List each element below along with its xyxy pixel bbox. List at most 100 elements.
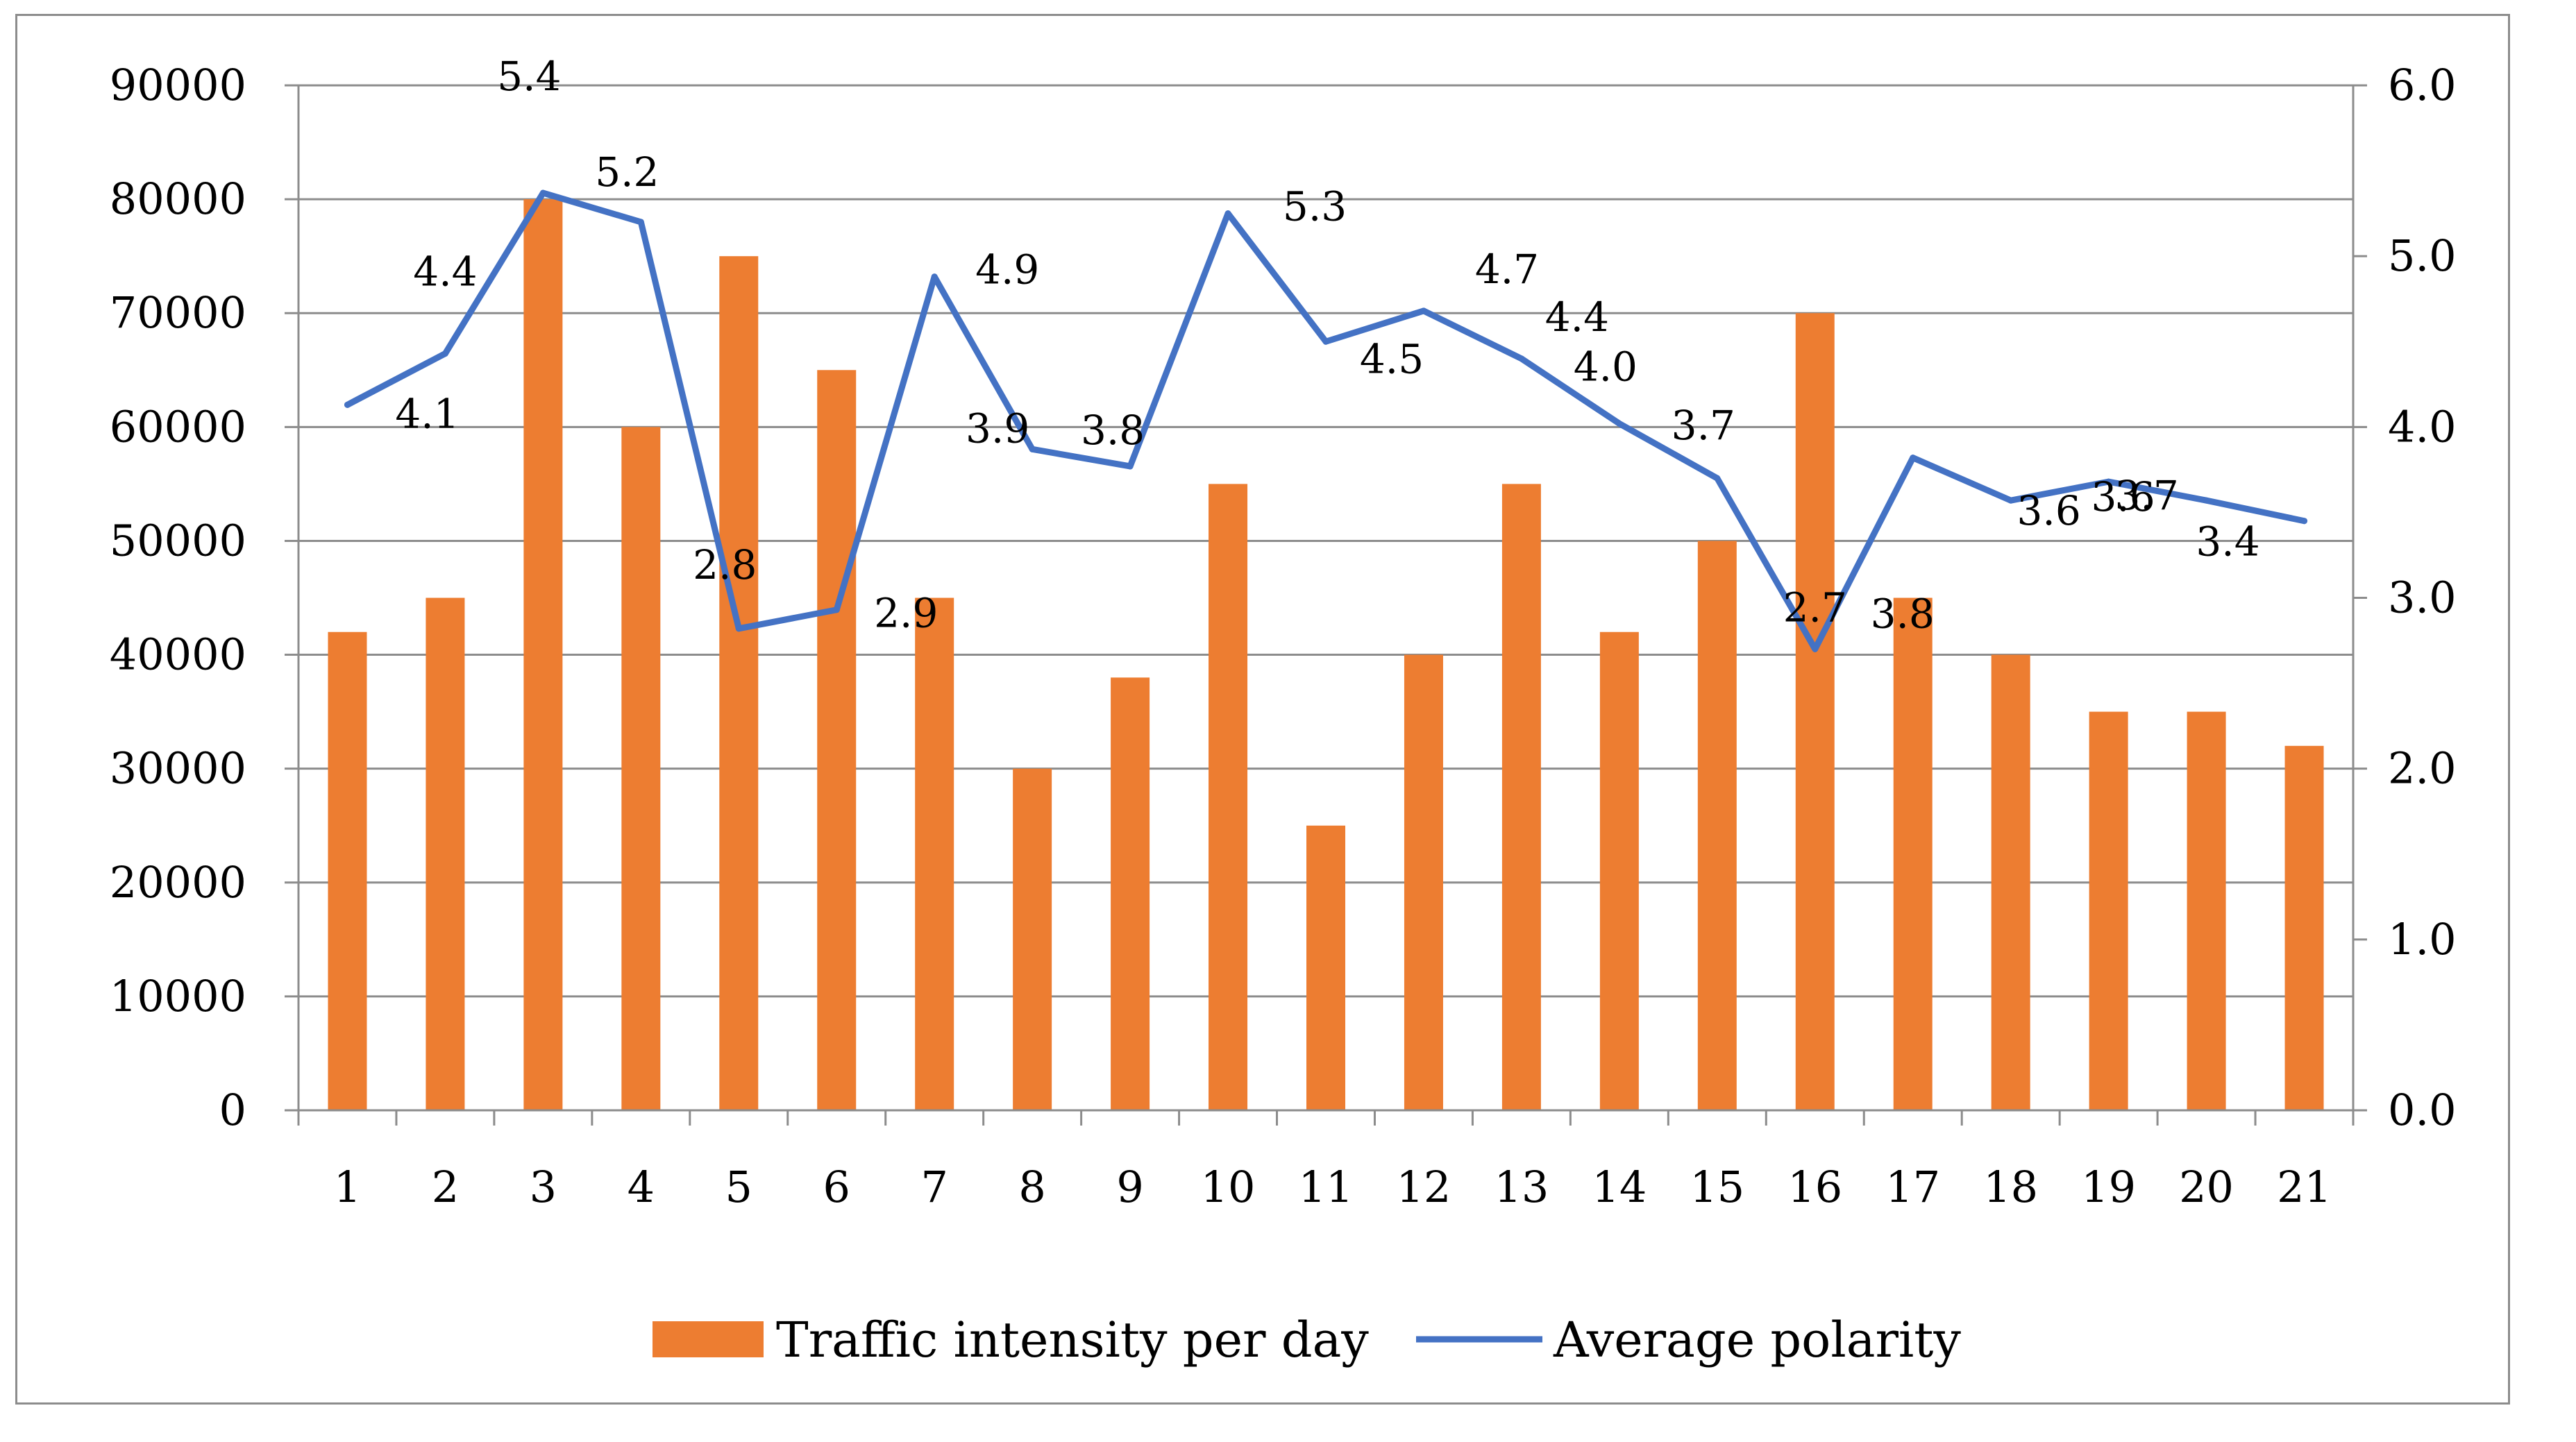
bar-16 xyxy=(1795,313,1835,1111)
bar-6 xyxy=(817,370,857,1110)
data-label-18: 3.6 xyxy=(2017,487,2081,534)
data-label-8: 3.9 xyxy=(966,405,1029,452)
y-right-tick-label: 2.0 xyxy=(2388,743,2457,794)
y-left-tick-label: 60000 xyxy=(110,401,246,452)
data-label-7: 4.9 xyxy=(975,246,1039,294)
x-tick-label: 14 xyxy=(1592,1162,1647,1212)
x-tick-label: 17 xyxy=(1885,1162,1940,1212)
data-label-2: 4.4 xyxy=(413,248,477,295)
bar-19 xyxy=(2089,711,2128,1110)
line-point-21 xyxy=(2301,518,2308,525)
data-label-17: 3.8 xyxy=(1871,591,1935,638)
bar-series-traffic xyxy=(328,199,2324,1111)
y-left-tick-label: 10000 xyxy=(110,971,246,1021)
line-point-11 xyxy=(1322,338,1329,345)
bar-13 xyxy=(1501,484,1541,1110)
legend-label-traffic: Traffic intensity per day xyxy=(776,1312,1369,1368)
bar-17 xyxy=(1893,597,1933,1110)
axes: 0 10000 20000 30000 40000 50000 60000 70000 8000… xyxy=(110,60,2457,1212)
bar-18 xyxy=(1991,654,2030,1110)
data-label-6: 2.9 xyxy=(874,590,938,637)
bar-21 xyxy=(2284,745,2324,1110)
bar-11 xyxy=(1306,825,1345,1110)
y-left-tick-label: 90000 xyxy=(110,60,246,110)
bar-14 xyxy=(1599,631,1639,1110)
line-point-14 xyxy=(1616,420,1623,427)
line-point-9 xyxy=(1127,463,1134,470)
line-point-16 xyxy=(1812,645,1819,652)
line-point-19 xyxy=(2105,478,2112,485)
bar-5 xyxy=(719,256,759,1111)
bar-3 xyxy=(523,199,563,1111)
y-right-tick-label: 5.0 xyxy=(2388,230,2457,281)
legend: Traffic intensity per day Average polari… xyxy=(653,1312,1961,1368)
data-label-10: 5.3 xyxy=(1283,183,1347,230)
x-tick-label: 12 xyxy=(1396,1162,1451,1212)
y-right-tick-label: 1.0 xyxy=(2388,914,2457,965)
data-label-16: 2.7 xyxy=(1783,584,1847,631)
data-label-14: 4.0 xyxy=(1574,343,1638,390)
data-label-1: 4.1 xyxy=(395,390,459,437)
line-point-2 xyxy=(441,350,448,357)
line-point-18 xyxy=(2007,497,2014,504)
data-label-13: 4.4 xyxy=(1545,294,1609,341)
data-label-4: 5.2 xyxy=(595,149,659,196)
legend-label-polarity: Average polarity xyxy=(1553,1312,1961,1368)
line-point-17 xyxy=(1910,455,1917,461)
bar-7 xyxy=(915,597,954,1110)
data-label-15: 3.7 xyxy=(1672,402,1735,449)
line-point-5 xyxy=(735,625,742,632)
line-point-10 xyxy=(1224,210,1231,217)
y-right-tick-label: 6.0 xyxy=(2388,60,2457,110)
bar-15 xyxy=(1697,541,1737,1110)
y-left-tick-label: 30000 xyxy=(110,743,246,794)
y-right-tick-label: 4.0 xyxy=(2388,401,2457,452)
y-left-tick-label: 0 xyxy=(219,1085,246,1135)
y-right-tick-label: 0.0 xyxy=(2388,1085,2457,1135)
legend-swatch-traffic xyxy=(653,1321,764,1357)
line-point-8 xyxy=(1029,446,1036,452)
x-tick-label: 10 xyxy=(1201,1162,1256,1212)
line-point-20 xyxy=(2203,497,2210,504)
line-point-6 xyxy=(833,607,840,613)
bar-20 xyxy=(2187,711,2226,1110)
line-point-4 xyxy=(637,219,644,226)
y-left-tick-label: 50000 xyxy=(110,515,246,566)
line-point-7 xyxy=(931,273,938,280)
x-tick-label: 11 xyxy=(1299,1162,1354,1212)
x-tick-label: 2 xyxy=(432,1162,459,1212)
data-label-9: 3.8 xyxy=(1081,407,1145,454)
x-tick-label: 8 xyxy=(1018,1162,1045,1212)
x-tick-label: 18 xyxy=(1983,1162,2038,1212)
bar-12 xyxy=(1404,654,1443,1110)
y-left-tick-label: 70000 xyxy=(110,287,246,338)
data-label-19: 3.7 xyxy=(2114,472,2178,519)
line-point-15 xyxy=(1714,475,1721,482)
x-tick-label: 1 xyxy=(334,1162,361,1212)
y-left-tick-label: 20000 xyxy=(110,857,246,908)
x-tick-label: 9 xyxy=(1116,1162,1143,1212)
x-tick-label: 19 xyxy=(2081,1162,2136,1212)
line-point-13 xyxy=(1518,355,1525,362)
y-right-tick-label: 3.0 xyxy=(2388,572,2457,623)
data-label-11: 4.5 xyxy=(1360,335,1424,382)
x-tick-label: 15 xyxy=(1690,1162,1744,1212)
x-tick-label: 21 xyxy=(2277,1162,2332,1212)
x-tick-label: 7 xyxy=(920,1162,948,1212)
line-point-12 xyxy=(1420,307,1427,314)
bar-2 xyxy=(426,597,465,1110)
bar-8 xyxy=(1013,768,1052,1110)
data-label-21: 3.4 xyxy=(2196,518,2259,566)
y-left-tick-label: 40000 xyxy=(110,629,246,680)
x-tick-label: 20 xyxy=(2179,1162,2234,1212)
line-series-polarity xyxy=(344,189,2308,652)
data-labels: 4.14.45.45.22.82.94.93.9 3.85.34.54.74.44… xyxy=(395,53,2259,638)
bar-4 xyxy=(621,427,661,1110)
data-label-12: 4.7 xyxy=(1475,246,1539,293)
x-tick-label: 5 xyxy=(725,1162,752,1212)
line-point-1 xyxy=(344,401,351,408)
line-point-3 xyxy=(539,189,546,196)
x-tick-label: 6 xyxy=(823,1162,850,1212)
x-tick-label: 4 xyxy=(628,1162,655,1212)
bar-10 xyxy=(1209,484,1248,1110)
